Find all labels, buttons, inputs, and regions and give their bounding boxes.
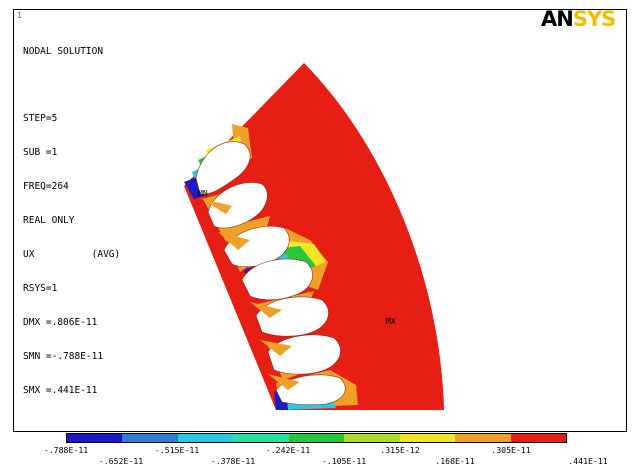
legend-band-5: [288, 434, 345, 442]
info-dmx: DMX =.806E-11: [23, 316, 98, 328]
legend-band-4: [233, 434, 289, 442]
tooth-tips: [200, 198, 300, 390]
legend-band-7: [399, 434, 456, 442]
info-item: UX (AVG): [23, 248, 121, 260]
min-marker: MN: [198, 189, 208, 198]
slot-1: [195, 141, 251, 195]
solution-info-block: NODAL SOLUTION STEP=5 SUB =1 FREQ=264 RE…: [23, 23, 120, 418]
info-rsys: RSYS=1: [23, 282, 58, 294]
info-sub: SUB =1: [23, 147, 58, 159]
info-real-only: REAL ONLY: [23, 215, 75, 227]
legend-band-2: [122, 434, 178, 442]
tooth-tip-2: [218, 232, 250, 250]
legend-label-bottom-2: -.378E-11: [210, 456, 256, 466]
legend-band-9: [510, 434, 566, 442]
legend-label-bottom-5: .441E-11: [568, 456, 608, 466]
slot-4: [241, 258, 313, 301]
legend-label-top-1: -.788E-11: [43, 445, 89, 455]
slot-2: [207, 182, 268, 229]
legend-band-6: [344, 434, 400, 442]
tooth-tip-4: [260, 340, 292, 356]
legend-label-top-5: .305E-11: [491, 445, 531, 455]
info-smn: SMN =-.788E-11: [23, 350, 104, 362]
legend-band-8: [455, 434, 511, 442]
slot-3: [223, 225, 290, 268]
stator-slots: [195, 141, 346, 406]
info-freq: FREQ=264: [23, 181, 69, 193]
tooth-tip-3: [250, 302, 282, 318]
tooth-tip-1: [200, 198, 232, 214]
info-title: NODAL SOLUTION: [23, 45, 104, 57]
legend-label-bottom-1: -.652E-11: [98, 456, 144, 466]
info-step: STEP=5: [23, 113, 58, 125]
legend-label-bottom-3: -.105E-11: [321, 456, 367, 466]
legend-label-bottom-4: .168E-11: [435, 456, 475, 466]
tooth-tip-5: [268, 374, 300, 390]
window-number: 1: [17, 11, 22, 20]
ansys-logo: ANSYS: [541, 7, 616, 31]
slot-5: [255, 296, 329, 337]
contour-legend-bar: [66, 433, 567, 443]
legend-label-top-2: -.515E-11: [154, 445, 200, 455]
legend-label-top-3: -.242E-11: [265, 445, 311, 455]
logo-part-sys: SYS: [572, 7, 616, 31]
stator-contour-plot[interactable]: MN MX: [0, 0, 640, 430]
legend-label-top-4: .315E-12: [380, 445, 420, 455]
legend-band-1: [67, 434, 123, 442]
max-marker: MX: [386, 317, 396, 326]
slot-6: [267, 334, 341, 375]
logo-part-an: AN: [541, 7, 574, 31]
info-smx: SMX =.441E-11: [23, 384, 98, 396]
legend-band-3: [177, 434, 234, 442]
